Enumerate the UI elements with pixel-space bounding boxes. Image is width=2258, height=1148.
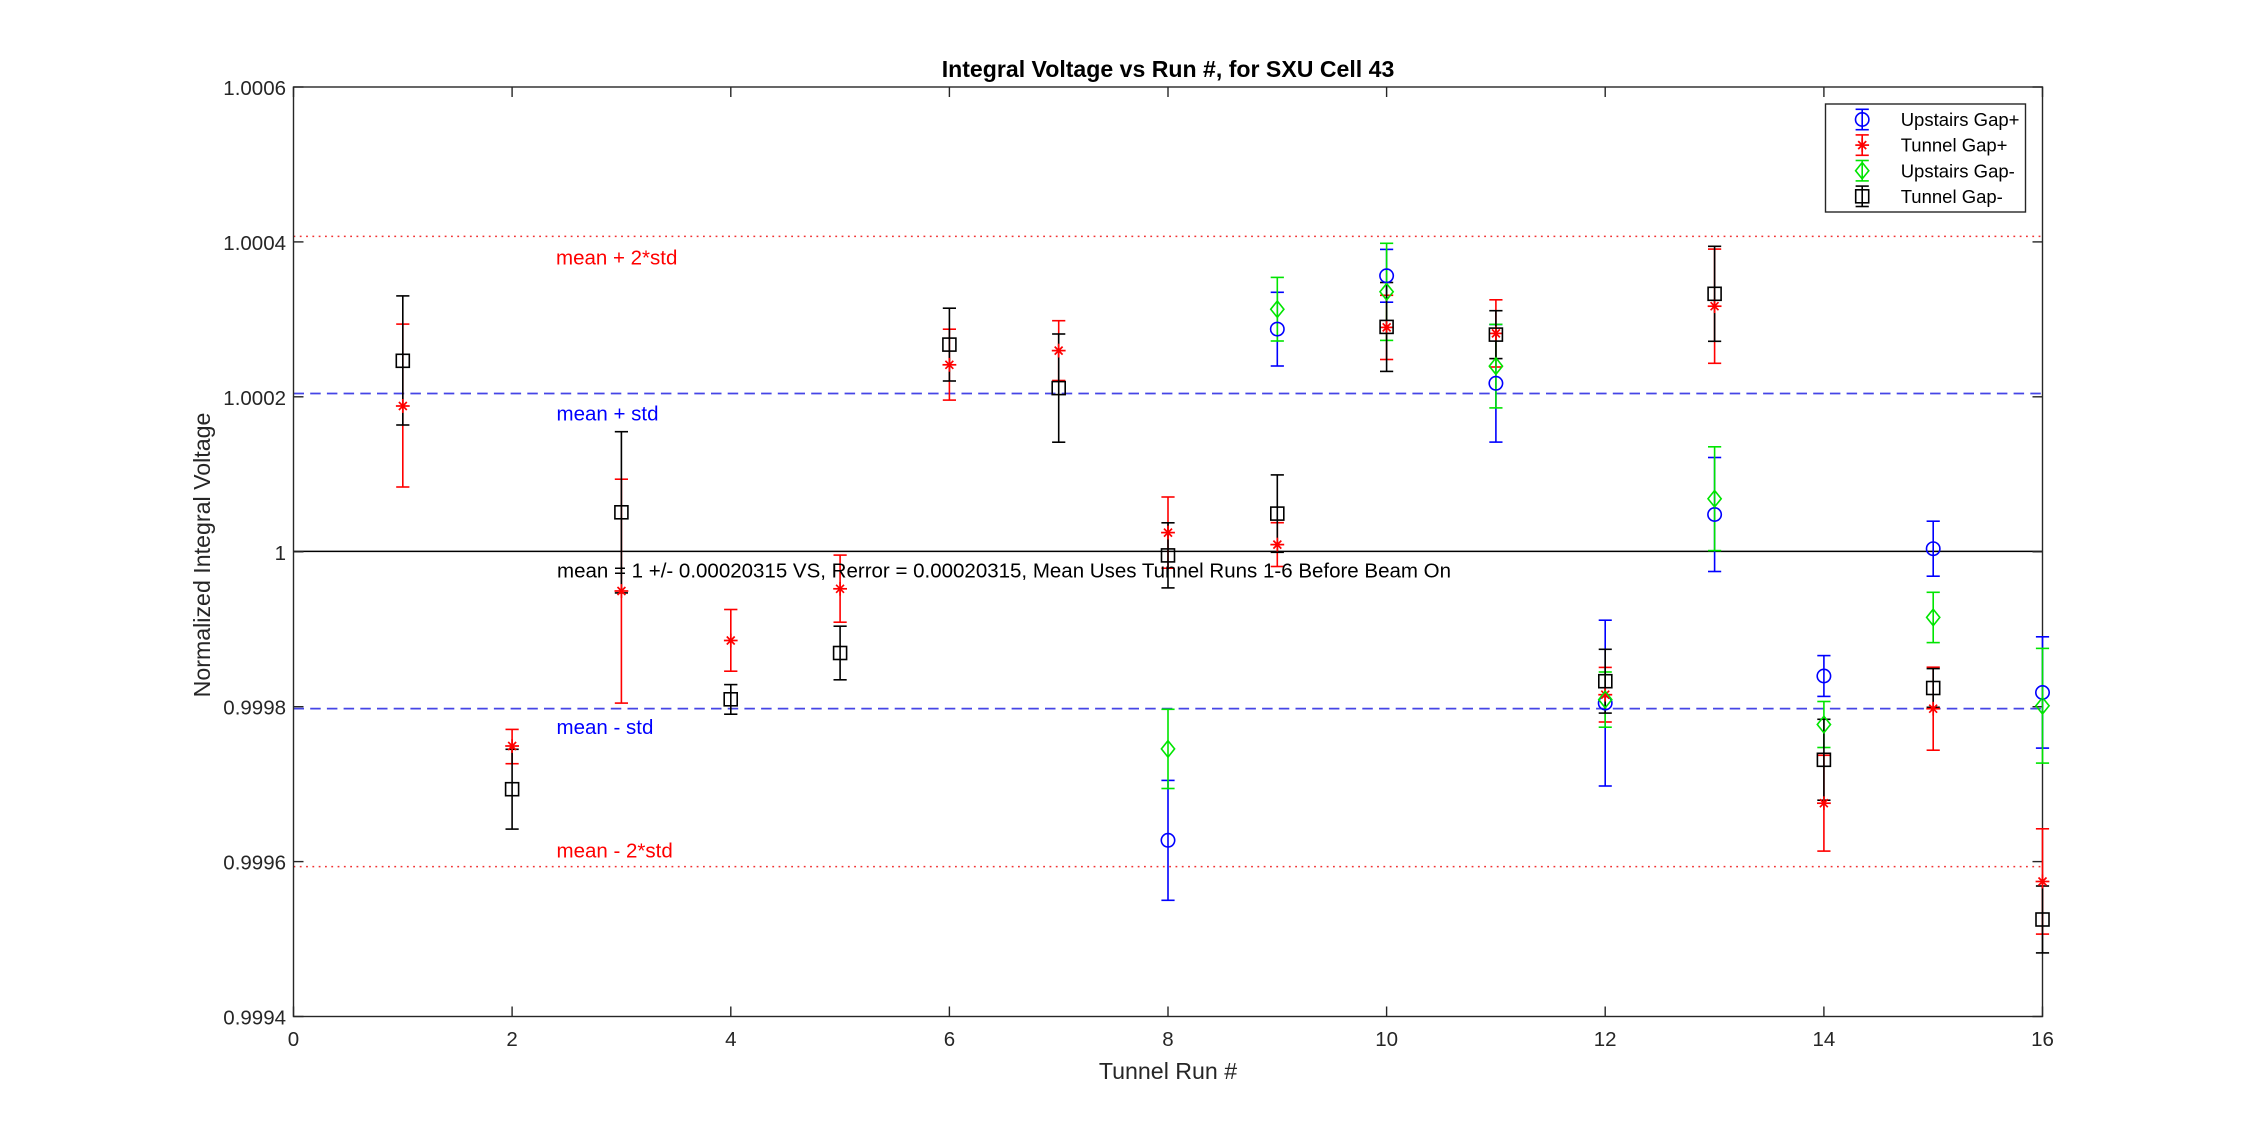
- svg-text:4: 4: [725, 1028, 736, 1051]
- svg-text:2: 2: [506, 1028, 517, 1051]
- svg-text:16: 16: [2031, 1028, 2054, 1051]
- svg-text:mean = 1 +/- 0.00020315 VS, Re: mean = 1 +/- 0.00020315 VS, Rerror = 0.0…: [557, 560, 1451, 583]
- svg-text:Upstairs Gap-: Upstairs Gap-: [1901, 160, 2015, 181]
- svg-text:1.0006: 1.0006: [223, 77, 286, 100]
- svg-text:0.9998: 0.9998: [223, 697, 286, 720]
- svg-text:mean + std: mean + std: [557, 403, 659, 426]
- svg-text:12: 12: [1594, 1028, 1617, 1051]
- svg-text:mean + 2*std: mean + 2*std: [556, 246, 677, 269]
- svg-text:6: 6: [944, 1028, 955, 1051]
- svg-text:0.9994: 0.9994: [223, 1007, 286, 1030]
- svg-text:Tunnel Gap+: Tunnel Gap+: [1901, 135, 2008, 156]
- svg-text:14: 14: [1812, 1028, 1835, 1051]
- svg-text:Normalized Integral Voltage: Normalized Integral Voltage: [189, 413, 215, 698]
- svg-text:1.0002: 1.0002: [223, 387, 286, 410]
- svg-text:mean - 2*std: mean - 2*std: [557, 840, 673, 863]
- svg-text:Tunnel Run #: Tunnel Run #: [1099, 1058, 1237, 1084]
- svg-text:0.9996: 0.9996: [223, 852, 286, 875]
- svg-text:1: 1: [275, 542, 286, 565]
- svg-text:Upstairs Gap+: Upstairs Gap+: [1901, 109, 2020, 130]
- svg-text:Integral Voltage vs Run #, for: Integral Voltage vs Run #, for SXU Cell …: [942, 56, 1395, 82]
- svg-text:8: 8: [1162, 1028, 1173, 1051]
- svg-text:Tunnel Gap-: Tunnel Gap-: [1901, 186, 2003, 207]
- svg-text:1.0004: 1.0004: [223, 232, 286, 255]
- svg-text:10: 10: [1375, 1028, 1398, 1051]
- svg-text:mean - std: mean - std: [557, 716, 654, 739]
- svg-text:0: 0: [288, 1028, 299, 1051]
